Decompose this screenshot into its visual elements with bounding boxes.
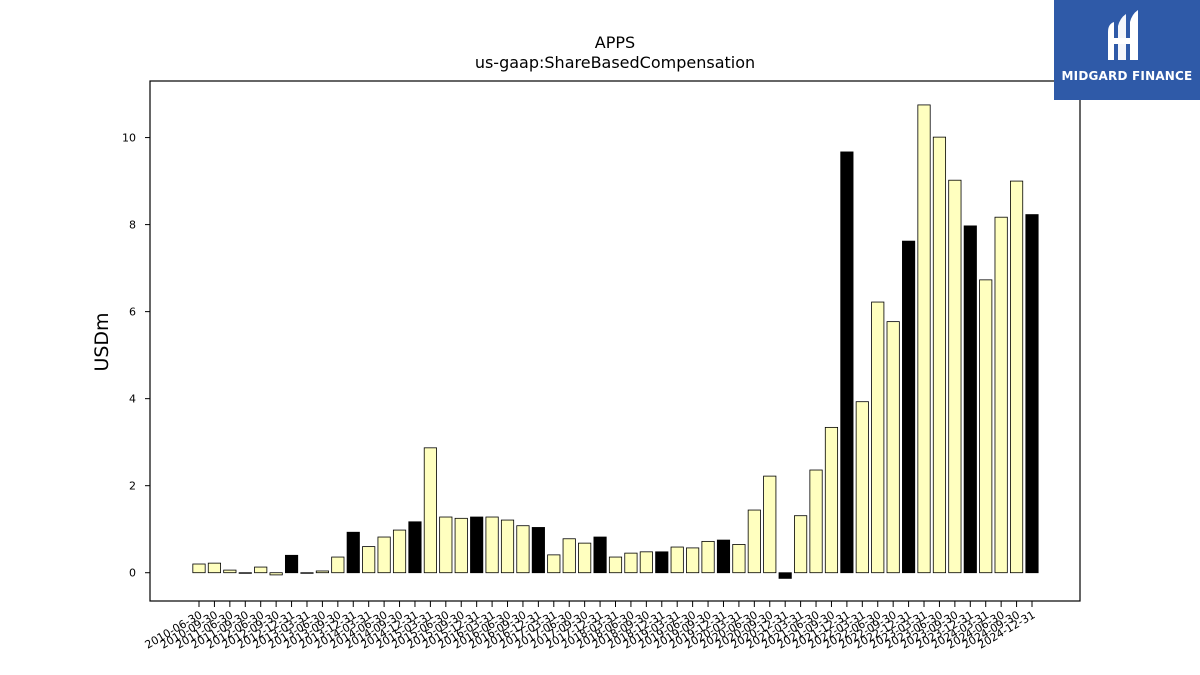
bar-2023-06-30 <box>932 136 947 574</box>
x-ticks-group: 2010-06-302010-09-302011-06-302011-09-30… <box>143 601 1038 652</box>
bar-2023-09-30 <box>948 179 962 574</box>
y-tick-label: 10 <box>122 132 136 145</box>
logo-text: MIDGARD FINANCE <box>1061 69 1193 83</box>
bar-2016-12-31 <box>531 527 545 574</box>
bar-2014-09-30 <box>392 529 407 574</box>
bar-2010-06-30 <box>192 563 206 574</box>
bar-2018-09-30 <box>639 551 653 574</box>
chart-subtitle: us-gaap:ShareBasedCompensation <box>475 53 755 72</box>
bar-2024-06-30 <box>994 216 1008 574</box>
bar-2020-03-31 <box>732 544 746 574</box>
bar-2021-03-31 <box>794 515 808 574</box>
midgard-logo-icon <box>1108 10 1138 60</box>
bar-2021-09-30 <box>824 426 839 574</box>
bar-2024-09-30 <box>1010 180 1024 574</box>
bar-2018-06-30 <box>624 552 638 574</box>
bar-2012-12-31 <box>284 554 299 574</box>
bars-group <box>192 104 1039 579</box>
y-axis-label: USDm <box>91 312 113 371</box>
chart-title: APPS <box>595 33 635 52</box>
bar-2017-09-30 <box>578 542 592 574</box>
bar-2014-12-31 <box>408 521 422 574</box>
bar-2021-12-31 <box>840 151 854 574</box>
bar-2019-09-30 <box>701 540 715 574</box>
bar-2015-06-30 <box>439 516 453 574</box>
bar-2011-09-30 <box>238 572 252 574</box>
bar-2011-06-30 <box>223 569 237 574</box>
bar-2024-12-31 <box>1025 214 1039 574</box>
y-tick-label: 2 <box>129 480 136 493</box>
y-tick-label: 0 <box>129 567 136 580</box>
bar-2012-09-30 <box>269 572 283 576</box>
bar-2015-12-31 <box>470 516 484 574</box>
y-tick-label: 4 <box>129 393 136 406</box>
bar-2013-03-31 <box>300 572 314 574</box>
bar-2020-12-31 <box>778 572 792 579</box>
bar-2012-06-30 <box>254 566 268 574</box>
bar-2016-09-30 <box>516 525 530 574</box>
bar-2013-06-30 <box>315 570 329 574</box>
plot-frame <box>149 80 1081 602</box>
bar-2017-06-30 <box>562 538 576 574</box>
y-ticks-group: 0 2 4 6 8 10 <box>122 132 150 580</box>
bar-2024-03-31 <box>979 279 993 574</box>
bar-2021-06-30 <box>809 469 823 574</box>
bar-2014-06-30 <box>377 536 391 574</box>
bar-2018-12-31 <box>655 551 669 574</box>
bar-2022-12-31 <box>902 240 916 574</box>
bar-2023-03-31 <box>917 104 931 574</box>
y-tick-label: 8 <box>129 219 136 232</box>
bar-2014-03-31 <box>362 546 376 574</box>
bar-2015-03-31 <box>423 447 437 574</box>
bar-2017-03-31 <box>547 554 561 574</box>
bar-2016-03-31 <box>485 516 499 574</box>
bar-2018-03-31 <box>608 556 623 574</box>
bar-2020-06-30 <box>747 509 761 574</box>
y-tick-label: 6 <box>129 306 136 319</box>
bar-2022-09-30 <box>886 321 900 574</box>
bar-2022-03-31 <box>855 401 869 574</box>
bar-2023-12-31 <box>963 225 977 574</box>
bar-2022-06-30 <box>871 301 885 574</box>
bar-2010-09-30 <box>207 562 221 574</box>
bar-2017-12-31 <box>593 536 607 574</box>
bar-2013-12-31 <box>346 531 360 574</box>
bar-2019-03-31 <box>670 546 684 574</box>
brand-logo: MIDGARD FINANCE <box>1054 0 1200 100</box>
bar-2019-12-31 <box>716 539 731 574</box>
bar-2013-09-30 <box>331 556 345 574</box>
bar-2016-06-30 <box>500 519 515 574</box>
bar-2015-09-30 <box>454 517 468 574</box>
bar-2020-09-30 <box>763 475 777 574</box>
bar-2019-06-30 <box>686 547 700 574</box>
